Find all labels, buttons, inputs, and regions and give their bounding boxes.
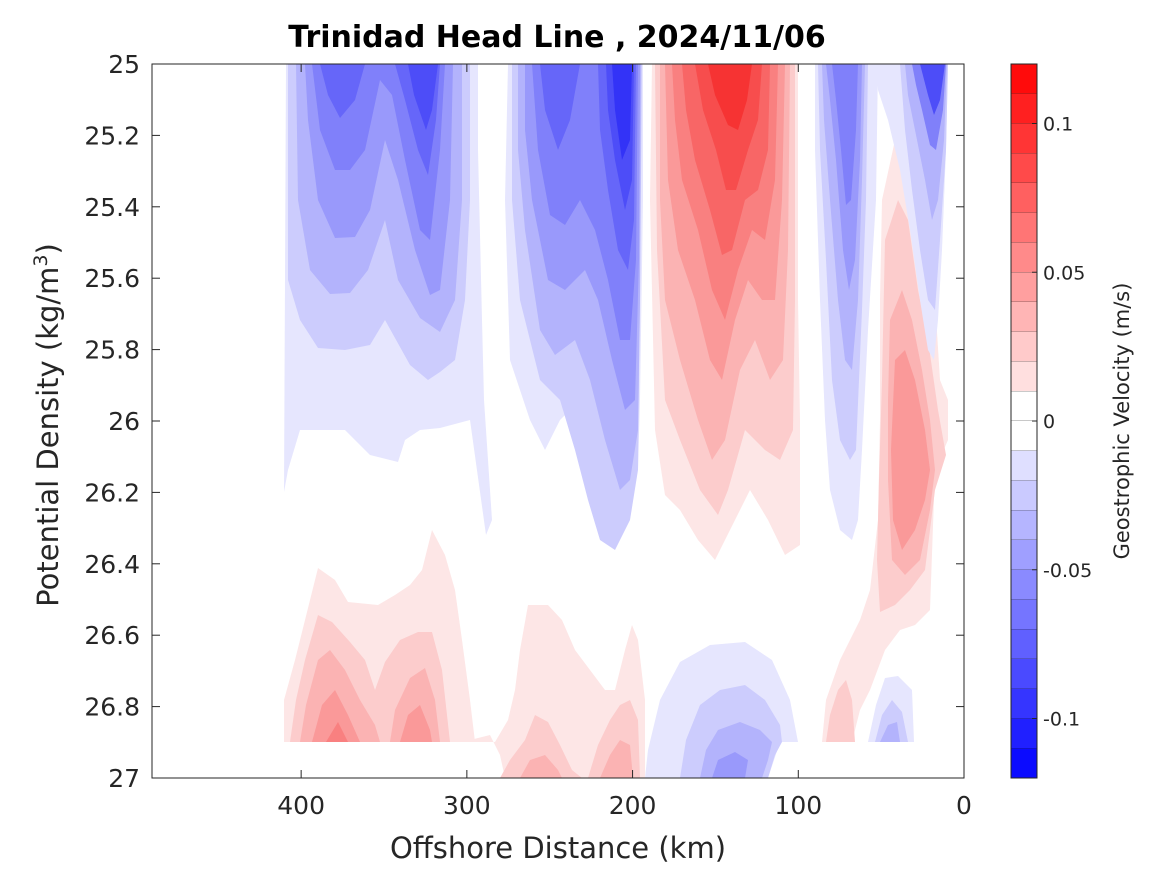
colorbar-segment: [1011, 391, 1037, 422]
colorbar-segment: [1011, 510, 1037, 541]
colorbar-segment: [1011, 629, 1037, 660]
colorbar-segment: [1011, 302, 1037, 333]
y-tick-label: 26.4: [84, 550, 140, 579]
y-tick-label: 27: [108, 764, 140, 793]
colorbar-tick-label: 0: [1043, 411, 1055, 433]
contour-deep-near-blue-3: [880, 722, 900, 742]
colorbar-segment: [1011, 480, 1037, 511]
x-axis: 400 300 200 100 0: [277, 64, 972, 820]
colorbar-segment: [1011, 569, 1037, 600]
colorbar-segment: [1011, 123, 1037, 154]
colorbar-segment: [1011, 421, 1037, 452]
y-axis-label-main: Potential Density (kg/m: [31, 267, 65, 607]
colorbar-segment: [1011, 748, 1037, 779]
y-tick-label: 25.2: [84, 121, 140, 150]
contour-near-blue-5: [832, 64, 858, 205]
colorbar-segment: [1011, 331, 1037, 362]
colorbar-tick-label: 0.1: [1043, 114, 1073, 136]
colorbar-segment: [1011, 212, 1037, 243]
contour-deep-red-mid-3: [520, 740, 633, 778]
y-tick-label: 26.2: [84, 478, 140, 507]
contour-coast-blue-5: [920, 64, 945, 115]
contour-deep-blue-4: [712, 752, 748, 778]
y-tick-label: 25.8: [84, 336, 140, 365]
contour-coast-red-4: [891, 350, 930, 550]
colorbar-segment: [1011, 450, 1037, 481]
contour-offshore-blue-6: [320, 64, 440, 175]
colorbar-segment: [1011, 93, 1037, 124]
contour-deep-red-west-5: [326, 722, 348, 742]
contour-offshore-blue-7: [408, 64, 438, 130]
y-tick-label: 25.6: [84, 264, 140, 293]
colorbar-segment: [1011, 599, 1037, 630]
y-axis-label-sup: 3: [30, 254, 52, 266]
contour-deep-near-red: [826, 680, 855, 742]
y-tick-label: 26: [108, 407, 140, 436]
y-axis-label: Potential Density (kg/m3): [30, 243, 65, 607]
y-axis: 25 25.2 25.4 25.6 25.8 26 26.2 26.4 26.6 26.8 27: [84, 50, 964, 793]
colorbar-tick-label: -0.05: [1043, 560, 1092, 582]
contour-field: [284, 64, 948, 778]
contour-red-8: [708, 64, 752, 130]
chart-title: Trinidad Head Line , 2024/11/06: [288, 20, 825, 55]
contour-mid-blue-8: [612, 64, 632, 160]
x-tick-label: 300: [443, 791, 491, 820]
colorbar-segment: [1011, 718, 1037, 749]
x-tick-label: 200: [609, 791, 657, 820]
y-tick-label: 25.4: [84, 193, 140, 222]
colorbar-segment: [1011, 183, 1037, 214]
colorbar: [1011, 64, 1037, 779]
colorbar-segment: [1011, 272, 1037, 303]
colorbar-tick-label: -0.1: [1043, 709, 1080, 731]
colorbar-segment: [1011, 242, 1037, 273]
x-tick-label: 0: [956, 791, 972, 820]
y-axis-label-end: ): [31, 243, 65, 254]
y-tick-label: 26.6: [84, 621, 140, 650]
colorbar-tick-label: 0.05: [1043, 262, 1085, 284]
y-tick-label: 25: [108, 50, 140, 79]
colorbar-segment: [1011, 540, 1037, 571]
contour-deep-red-west-4: [312, 690, 432, 742]
colorbar-ticks: 0.1 0.05 0 -0.05 -0.1: [1032, 114, 1092, 731]
contour-deep-near-blue-2: [875, 700, 908, 742]
contour-deep-red-mid-outer: [462, 605, 645, 778]
colorbar-segment: [1011, 153, 1037, 184]
colorbar-segment: [1011, 361, 1037, 392]
x-tick-label: 100: [774, 791, 822, 820]
colorbar-label: Geostrophic Velocity (m/s): [1110, 283, 1134, 560]
y-tick-label: 26.8: [84, 693, 140, 722]
colorbar-segment: [1011, 64, 1037, 95]
x-axis-label: Offshore Distance (km): [390, 831, 726, 865]
colorbar-segment: [1011, 688, 1037, 719]
x-tick-label: 400: [277, 791, 325, 820]
colorbar-segment: [1011, 659, 1037, 690]
